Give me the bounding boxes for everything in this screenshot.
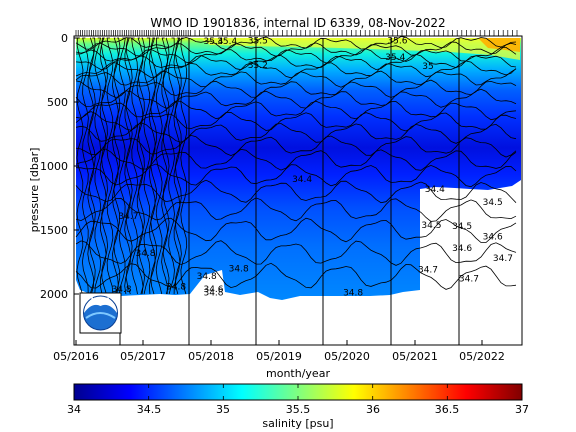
contour-label: 34.5 [483,198,503,208]
contour-label: 35.2 [248,61,268,71]
profile-line [88,37,96,295]
profile-line [138,37,145,295]
contour-label: 34.8 [135,249,155,259]
profile-line [180,37,188,295]
profile-line [94,37,102,295]
profile-line [106,37,114,295]
contour-label: 34.8 [343,289,363,299]
contour-label: 35.4 [217,37,237,47]
profile-line [125,37,133,295]
year-separator-lines [119,38,460,345]
x-tick-2016: 05/2016 [53,350,99,363]
contour-label: 34.7 [118,212,138,222]
profile-time-ticks [75,30,518,36]
contour-label: 35.6 [387,37,407,47]
y-tick-0: 0 [61,32,68,45]
chart-title: WMO ID 1901836, internal ID 6339, 08-Nov… [150,16,445,30]
contour-label: 34.6 [483,232,503,242]
surface-warm-patch [200,38,520,60]
contour-label: 35 [422,62,433,72]
colorbar-tick-35: 35 [216,403,230,416]
profile-line [99,37,107,295]
colorbar: 34 34.5 35 35.5 36 36.5 37 salinity [psu… [67,383,529,430]
colorbar-tick-36: 36 [366,403,380,416]
contour-label: 34.8 [197,272,217,282]
contour-label: 34.8 [112,285,132,295]
noaa-logo: NOAA [79,292,122,334]
contour-label: 34.7 [459,275,479,285]
y-axis: 0 500 1000 1500 2000 pressure [dbar] [28,32,79,301]
contour-label: 35.4 [203,37,223,47]
contour-label: 34.5 [421,221,441,231]
contour-label: 34.6 [452,244,472,254]
profile-line [113,37,121,295]
contour-label: 34.4 [425,185,445,195]
contour-line [75,60,517,79]
colorbar-label: salinity [psu] [262,417,333,430]
contour-label: 35.5 [248,37,268,47]
profile-line [118,37,126,295]
surface-orange-patch [478,38,520,52]
contour-line [75,163,517,188]
contour-label: 34.5 [452,222,472,232]
x-tick-2019: 05/2019 [256,350,302,363]
x-tick-2021: 05/2021 [392,350,438,363]
profile-line [76,37,84,295]
x-tick-2017: 05/2017 [120,350,166,363]
salinity-field [76,38,521,300]
x-tick-2022: 05/2022 [459,350,505,363]
colorbar-tick-37: 37 [515,403,529,416]
y-tick-1500: 1500 [40,224,68,237]
profile-line [87,37,95,295]
contour-line [75,47,517,64]
contour-label: 34.8 [203,289,223,299]
contour-label: 34.8 [166,282,186,292]
profile-line [173,37,181,295]
x-axis: 05/2016 05/2017 05/2018 05/2019 05/2020 … [53,340,505,380]
profile-line [136,37,144,295]
contour-line [75,179,517,204]
plot-frame [73,35,523,346]
profile-line [174,37,182,295]
x-axis-label: month/year [266,367,330,380]
colorbar-ticks [73,384,523,400]
colorbar-tick-35-5: 35.5 [286,403,311,416]
profile-lines [76,37,188,295]
contour-label: 35.4 [385,53,405,63]
contour-label: 34.7 [493,254,513,264]
contour-line [75,68,517,88]
contour-label: 34.7 [418,266,438,276]
y-tick-1000: 1000 [40,160,68,173]
x-tick-2020: 05/2020 [324,350,370,363]
svg-text:NOAA: NOAA [91,297,111,304]
colorbar-tick-34: 34 [67,403,81,416]
contour-label: 34.6 [203,285,223,295]
profile-line [101,37,109,295]
profile-line [150,37,158,295]
colorbar-tick-34-5: 34.5 [137,403,162,416]
profile-line [81,37,89,295]
contour-line [75,240,517,266]
contour-line [75,41,517,57]
contour-line [75,148,517,171]
profile-line [162,37,170,295]
profile-line [168,37,175,295]
contour-label: 34.8 [229,264,249,274]
contour-line [75,122,517,144]
y-tick-500: 500 [47,96,68,109]
contour-label: 34.4 [292,175,312,185]
profile-line [131,37,139,295]
contour-line [75,262,517,290]
profile-line [155,37,163,295]
profile-line [143,37,151,295]
contour-line [75,79,517,98]
y-axis-label: pressure [dbar] [28,148,41,233]
colorbar-tick-36-5: 36.5 [435,403,460,416]
y-tick-2000: 2000 [40,288,68,301]
x-tick-2018: 05/2018 [188,350,234,363]
